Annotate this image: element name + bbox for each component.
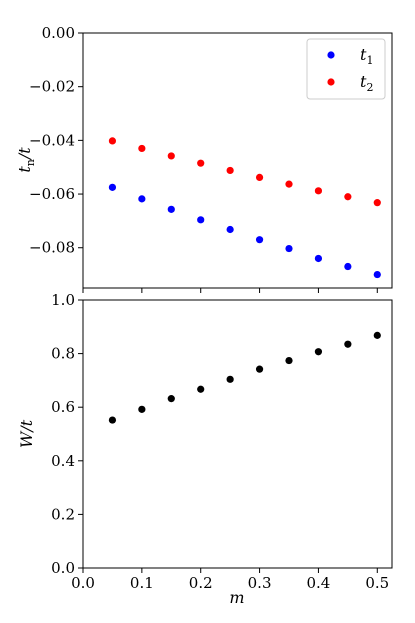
bottom-x-tick-label: 0.3 [248,574,272,592]
top-series-2-point [373,199,381,207]
bottom-y-ticks: 0.0 0.2 0.4 0.6 0.8 1.0 [51,291,83,577]
top-series-1-point [314,254,323,263]
top-series-2-point [197,159,205,167]
bottom-y-tick-label: 0.2 [51,505,75,523]
bottom-y-axis-label: W/t [17,419,36,448]
bottom-x-tick-label: 0.2 [189,574,213,592]
top-series-2-point [167,152,175,160]
top-series-2-point [285,180,293,188]
top-y-axis-label: tn/t [15,147,37,173]
legend-marker-1 [327,51,335,59]
bottom-y-tick-label: 0.4 [51,452,75,470]
top-series-1-point [138,195,146,203]
bottom-series-1-point [167,395,175,403]
bottom-series-1-point [373,331,381,339]
top-y-ticks: 0.00 −0.02 −0.04 −0.06 −0.08 [29,24,83,257]
bottom-y-tick-label: 1.0 [51,291,75,309]
top-y-tick-label: −0.04 [29,131,75,149]
top-series-1-point [373,270,381,279]
top-series-1-point [255,236,264,244]
bottom-series-1-point [314,348,323,356]
bottom-panel: 0.0 0.2 0.4 0.6 0.8 1.0 0.0 0.1 0.2 0.3 0.4 0.5 W/… [17,291,393,607]
bottom-x-tick-label: 0.1 [130,574,154,592]
bottom-series-1-point [255,365,264,373]
bottom-series-1-point [344,340,352,348]
top-y-tick-label: −0.06 [29,185,75,203]
bottom-series-1-point [285,356,293,365]
top-y-tick-label: −0.02 [29,78,75,96]
bottom-series-1-point [138,405,146,413]
top-series-2-point [138,144,146,153]
top-series-1-point [285,244,293,253]
top-series-1-point [226,225,234,234]
top-data-points [108,137,381,279]
bottom-x-tick-label: 0.5 [365,574,389,592]
top-series-2-point [226,166,234,175]
top-series-1-point [108,183,117,191]
bottom-series-1-point [226,375,234,383]
top-series-2-point [255,173,264,182]
bottom-series-1-point [108,416,117,424]
top-x-ticks [82,288,378,293]
bottom-y-tick-label: 0.6 [51,398,75,416]
top-series-2-point [108,137,117,145]
top-y-tick-label: −0.08 [29,239,75,257]
top-series-2-point [314,187,323,195]
legend-frame [306,38,386,100]
bottom-x-tick-label: 0.4 [306,574,330,592]
top-series-2-point [344,193,352,201]
bottom-plot-frame [82,299,393,569]
bottom-data-points [108,331,381,424]
bottom-y-tick-label: 0.8 [51,345,75,363]
bottom-x-tick-label: 0.0 [71,574,95,592]
legend-label-2: t2 [360,72,373,94]
bottom-series-1-point [197,385,205,393]
bottom-y-tick-label: 0.0 [51,559,75,577]
top-y-tick-label: 0.00 [42,24,75,42]
top-series-1-point [197,216,205,224]
legend-marker-2 [327,78,335,86]
top-plot-frame [82,32,393,289]
top-series-1-point [167,205,175,213]
top-series-1-point [344,262,352,271]
bottom-x-ticks: 0.0 0.1 0.2 0.3 0.4 0.5 [71,568,389,592]
legend-label-1: t1 [360,45,373,67]
bottom-x-axis-label: m [229,588,244,607]
